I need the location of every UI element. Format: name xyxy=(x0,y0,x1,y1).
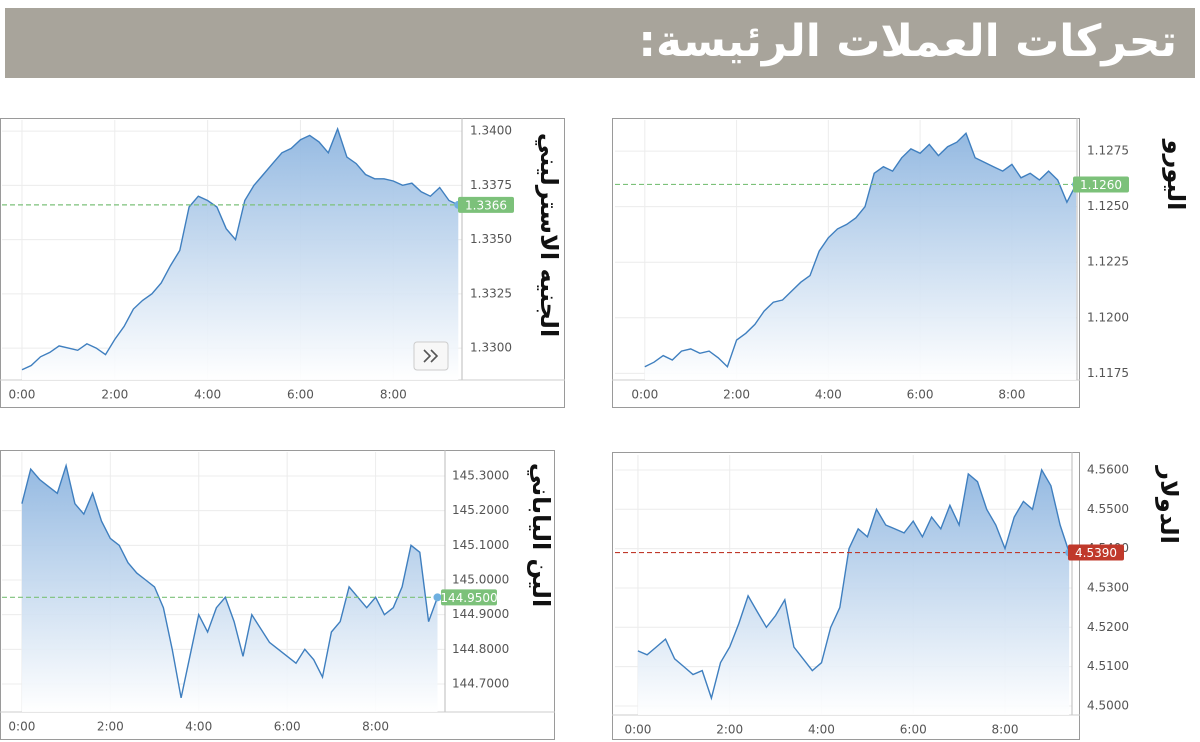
reference-label-box xyxy=(1068,544,1124,561)
area xyxy=(644,133,1077,380)
x-tick-label: 6:00 xyxy=(900,723,927,737)
area xyxy=(22,128,459,380)
header-title: تحركات العملات الرئيسة: xyxy=(638,16,1177,67)
x-tick-label: 0:00 xyxy=(631,388,658,402)
y-tick-label: 4.5200 xyxy=(1087,620,1129,634)
y-tick-label: 145.2000 xyxy=(452,503,509,517)
y-tick-label: 4.5500 xyxy=(1087,502,1129,516)
y-tick-label: 1.3325 xyxy=(470,286,512,300)
button-icon xyxy=(423,349,439,363)
x-tick-label: 2:00 xyxy=(101,388,128,402)
y-tick-label: 1.3350 xyxy=(470,232,512,246)
y-tick-label: 4.5100 xyxy=(1087,659,1129,673)
chart-title: الدولار xyxy=(1155,465,1183,544)
y-tick-label: 144.7000 xyxy=(452,676,509,690)
y-tick-label: 1.1250 xyxy=(1087,199,1129,213)
y-tick-label: 1.3375 xyxy=(470,178,512,192)
x-tick-label: 8:00 xyxy=(380,388,407,402)
last-point xyxy=(433,593,442,602)
line xyxy=(637,468,1070,701)
y-tick-label: 145.3000 xyxy=(452,468,509,482)
x-tick-label: 4:00 xyxy=(185,720,212,734)
line xyxy=(644,132,1077,368)
reference-label: 1.1260 xyxy=(1080,178,1122,192)
x-tick-label: 4:00 xyxy=(808,723,835,737)
chart-title: اليورو xyxy=(1162,139,1190,211)
x-tick-label: 4:00 xyxy=(815,388,842,402)
x-tick-label: 4:00 xyxy=(194,388,221,402)
x-tick-label: 0:00 xyxy=(8,388,35,402)
header: تحركات العملات الرئيسة: xyxy=(5,8,1195,78)
x-tick-label: 2:00 xyxy=(97,720,124,734)
x-tick-label: 8:00 xyxy=(992,723,1019,737)
x-tick-label: 6:00 xyxy=(274,720,301,734)
area xyxy=(21,465,438,712)
chart-title: الين الياباني xyxy=(527,463,555,607)
line xyxy=(21,462,439,699)
y-tick-label: 4.5000 xyxy=(1087,698,1129,712)
x-tick-label: 6:00 xyxy=(287,388,314,402)
x-tick-label: 2:00 xyxy=(716,723,743,737)
reference-label-box xyxy=(458,196,514,213)
x-tick-label: 8:00 xyxy=(362,720,389,734)
reference-label: 4.5390 xyxy=(1075,546,1117,560)
reference-label-box xyxy=(441,589,497,606)
y-tick-label: 1.1275 xyxy=(1087,144,1129,158)
x-tick-label: 6:00 xyxy=(907,388,934,402)
x-tick-label: 0:00 xyxy=(624,723,651,737)
y-tick-label: 144.9000 xyxy=(452,607,509,621)
reference-label: 1.3366 xyxy=(465,198,507,212)
x-tick-label: 0:00 xyxy=(8,720,35,734)
scroll-button[interactable] xyxy=(413,341,449,371)
y-tick-label: 1.1175 xyxy=(1087,366,1129,380)
y-tick-label: 1.1225 xyxy=(1087,255,1129,269)
reference-label: 144.9500 xyxy=(440,591,497,605)
y-tick-label: 144.8000 xyxy=(452,642,509,656)
line xyxy=(21,126,459,371)
y-tick-label: 1.3400 xyxy=(470,124,512,138)
reference-label-box xyxy=(1073,176,1129,193)
y-tick-label: 1.1200 xyxy=(1087,310,1129,324)
chart-title: الجنيه الاسترليني xyxy=(535,133,563,337)
y-tick-label: 145.1000 xyxy=(452,538,509,552)
x-tick-label: 2:00 xyxy=(723,388,750,402)
y-tick-label: 1.3300 xyxy=(470,341,512,355)
y-tick-label: 145.0000 xyxy=(452,572,509,586)
y-tick-label: 4.5600 xyxy=(1087,462,1129,476)
area xyxy=(637,469,1070,715)
y-tick-label: 4.5300 xyxy=(1087,580,1129,594)
x-tick-label: 8:00 xyxy=(998,388,1025,402)
